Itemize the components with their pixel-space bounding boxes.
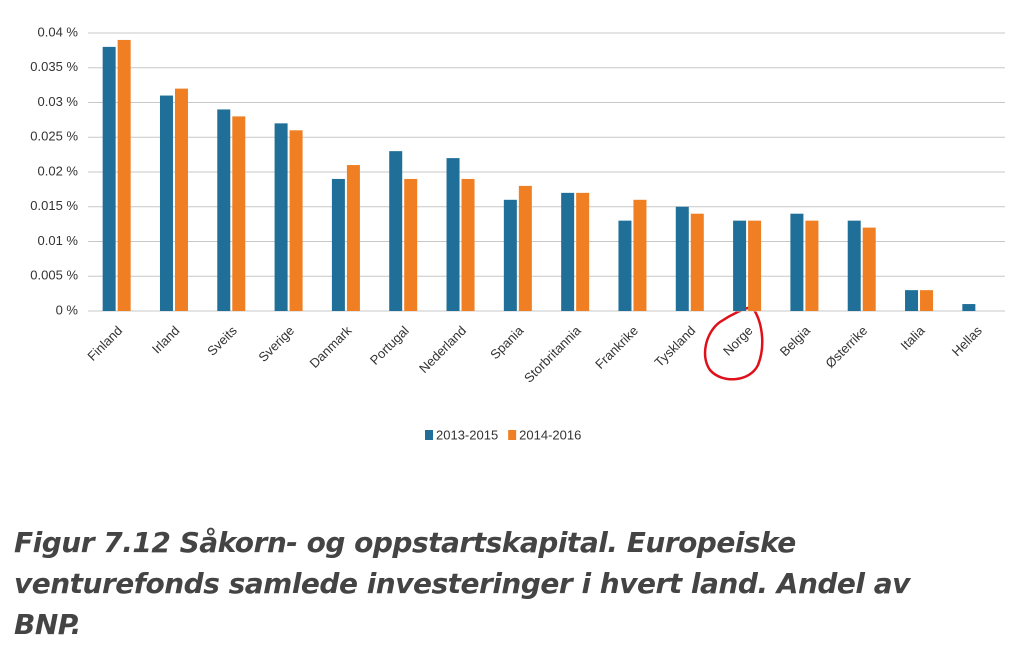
legend-swatch <box>425 430 433 440</box>
bar <box>618 220 632 311</box>
x-tick-label: Italia <box>898 322 929 353</box>
bar <box>503 199 517 311</box>
x-tick-label: Sverige <box>255 323 297 365</box>
bar <box>805 220 819 311</box>
x-tick-label: Nederland <box>416 323 469 376</box>
y-tick-label: 0.005 % <box>30 268 78 283</box>
x-tick-label: Sveits <box>204 323 240 359</box>
x-tick-label: Frankrike <box>592 323 641 372</box>
hand-drawn-circle <box>703 305 764 381</box>
x-tick-label: Irland <box>149 323 183 357</box>
x-tick-label: Finland <box>84 323 125 364</box>
bar <box>633 199 647 311</box>
bar <box>389 151 403 311</box>
x-tick-label: Belgia <box>777 322 814 359</box>
bar <box>217 109 231 311</box>
bar <box>748 220 762 311</box>
bar <box>561 192 575 311</box>
bar <box>862 227 876 311</box>
bar <box>905 290 919 311</box>
y-tick-label: 0 % <box>56 302 79 317</box>
y-tick-label: 0.025 % <box>30 129 78 144</box>
y-tick-label: 0.03 % <box>38 94 79 109</box>
x-tick-label: Norge <box>720 323 756 359</box>
page: 0 % 0.005 % 0.01 % 0.015 % 0.02 % 0.025 % 0.03… <box>14 24 1005 641</box>
bar <box>232 116 246 312</box>
bar <box>962 304 976 311</box>
y-tick-label: 0.01 % <box>38 233 79 248</box>
bar <box>576 192 590 311</box>
x-tick-label: Spania <box>487 322 527 362</box>
bar <box>331 178 345 311</box>
legend-label: 2013-2015 <box>436 427 498 442</box>
x-tick-label: Tyskland <box>651 323 698 370</box>
bar <box>117 39 131 311</box>
bar <box>174 88 188 311</box>
bar <box>274 123 288 311</box>
bar <box>289 130 303 311</box>
bar <box>790 213 804 311</box>
bar <box>159 95 173 311</box>
x-tick-label: Hellas <box>949 323 986 360</box>
x-tick-label: Storbritannia <box>521 322 584 385</box>
legend-label: 2014-2016 <box>519 427 581 442</box>
bar <box>847 220 861 311</box>
chart: 0 % 0.005 % 0.01 % 0.015 % 0.02 % 0.025 % 0.03… <box>30 24 1005 442</box>
y-tick-label: 0.02 % <box>38 163 79 178</box>
y-tick-label: 0.04 % <box>38 24 79 39</box>
bar <box>346 165 360 311</box>
bar <box>446 158 460 311</box>
legend-swatch <box>508 430 517 440</box>
bar <box>461 178 475 311</box>
y-tick-label: 0.035 % <box>30 59 78 74</box>
bar <box>733 220 747 311</box>
bar <box>675 206 689 311</box>
bar <box>920 290 934 311</box>
bar <box>102 46 116 312</box>
bar <box>518 185 532 311</box>
y-tick-label: 0.015 % <box>30 198 78 213</box>
x-tick-label: Danmark <box>307 323 355 371</box>
bar <box>404 178 418 311</box>
bar <box>690 213 704 311</box>
x-tick-label: Portugal <box>367 323 412 368</box>
caption: Figur 7.12 Såkorn- og oppstartskapital. … <box>14 526 910 641</box>
x-tick-label: Østerrike <box>822 323 870 371</box>
